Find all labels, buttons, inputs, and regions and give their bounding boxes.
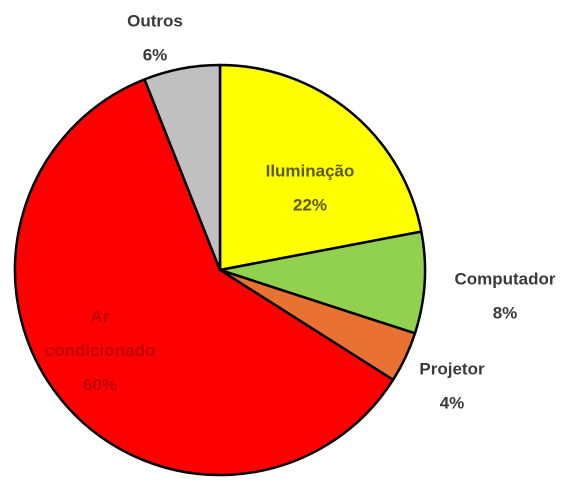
pie-slice — [218, 230, 427, 335]
slice-value-label: 4% — [440, 393, 465, 412]
slice-label: Projetor — [419, 359, 485, 378]
slice-label: Outros — [127, 11, 183, 30]
pie-slice — [13, 78, 395, 477]
pie-slice — [143, 63, 222, 272]
slice-label: Ar condicionado — [45, 307, 156, 360]
slice-value-label: 6% — [143, 45, 168, 64]
slice-value-label: 60% — [83, 375, 117, 394]
slice-value-label: 22% — [293, 195, 327, 214]
slice-label: Iluminação — [266, 161, 355, 180]
slice-value-label: 8% — [493, 303, 518, 322]
pie-slice — [218, 63, 423, 272]
slice-label: Computador — [454, 269, 555, 288]
